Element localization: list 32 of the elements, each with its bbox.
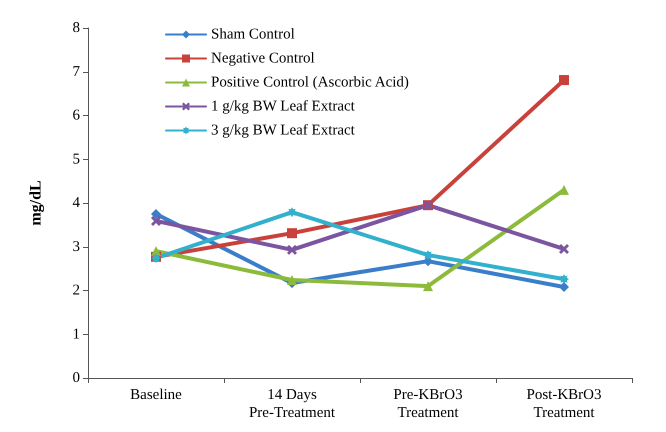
x-tick-label: 14 Days Pre-Treatment: [248, 387, 336, 421]
point: [559, 75, 569, 86]
point: [287, 228, 297, 238]
x-tick-label: Baseline: [130, 387, 182, 403]
y-tick-label: 2: [72, 282, 80, 298]
point: [287, 275, 297, 285]
point: [151, 208, 161, 219]
point: [559, 244, 569, 254]
legend-label: 1 g/kg BW Leaf Extract: [211, 98, 356, 114]
point: [423, 281, 433, 292]
point: [559, 274, 569, 284]
point: [423, 250, 433, 260]
y-tick-label: 4: [72, 195, 80, 211]
y-tick-label: 1: [72, 326, 80, 342]
y-tick-label: 8: [72, 20, 80, 36]
y-tick-label: 6: [72, 108, 80, 124]
y-tick-label: 7: [72, 64, 80, 80]
legend-label: Sham Control: [211, 26, 295, 42]
point: [559, 184, 569, 195]
y-tick-label: 0: [72, 370, 80, 386]
x-tick-label: Post-KBrO3 Treatment: [526, 387, 602, 421]
point: [151, 216, 161, 226]
y-axis-title: mg/dL: [28, 180, 44, 226]
y-tick-label: 3: [72, 238, 80, 255]
legend-label: Negative Control: [211, 50, 315, 66]
legend-label: 3 g/kg BW Leaf Extract: [211, 122, 356, 138]
x-tick-label: Pre-KBrO3 Treatment: [393, 387, 463, 421]
legend-label: Positive Control (Ascorbic Acid): [211, 74, 409, 90]
y-tick-label: 5: [72, 151, 80, 168]
point: [559, 282, 569, 292]
point: [287, 244, 297, 255]
point: [287, 207, 297, 218]
